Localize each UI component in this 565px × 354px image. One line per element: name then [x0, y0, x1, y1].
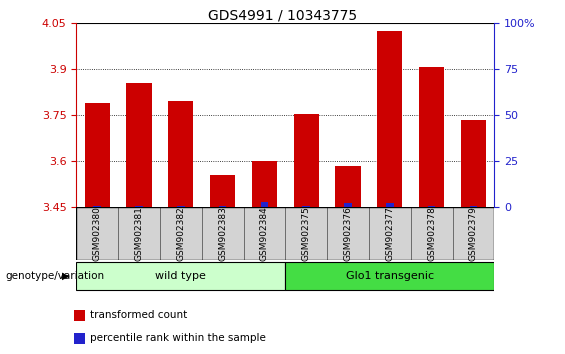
Text: GSM902381: GSM902381: [134, 206, 144, 261]
Bar: [428, 206, 436, 207]
Text: GSM902383: GSM902383: [218, 206, 227, 261]
Bar: [369, 207, 411, 260]
Text: GSM902380: GSM902380: [93, 206, 102, 261]
Text: GSM902375: GSM902375: [302, 206, 311, 261]
Bar: [377, 31, 402, 207]
Bar: [202, 207, 244, 260]
Bar: [386, 204, 394, 207]
Text: GSM902379: GSM902379: [469, 206, 478, 261]
Bar: [470, 206, 477, 207]
Text: wild type: wild type: [155, 271, 206, 281]
Bar: [85, 103, 110, 207]
Text: ▶: ▶: [62, 271, 69, 281]
Text: Glo1 transgenic: Glo1 transgenic: [346, 271, 434, 281]
Bar: [260, 201, 268, 207]
Bar: [294, 114, 319, 207]
Bar: [135, 206, 143, 207]
Bar: [210, 175, 235, 207]
Bar: [76, 207, 118, 260]
Bar: [219, 206, 227, 207]
Bar: [285, 262, 494, 290]
Text: GSM902378: GSM902378: [427, 206, 436, 261]
Bar: [419, 68, 444, 207]
Bar: [168, 101, 193, 207]
Bar: [336, 166, 360, 207]
Bar: [252, 161, 277, 207]
Bar: [453, 207, 494, 260]
Bar: [177, 206, 185, 207]
Bar: [76, 262, 285, 290]
Text: GSM902377: GSM902377: [385, 206, 394, 261]
Text: GSM902384: GSM902384: [260, 206, 269, 261]
Bar: [74, 310, 85, 321]
Text: GDS4991 / 10343775: GDS4991 / 10343775: [208, 9, 357, 23]
Bar: [327, 207, 369, 260]
Bar: [160, 207, 202, 260]
Bar: [461, 120, 486, 207]
Bar: [244, 207, 285, 260]
Text: GSM902376: GSM902376: [344, 206, 353, 261]
Bar: [93, 206, 101, 207]
Bar: [411, 207, 453, 260]
Bar: [74, 333, 85, 343]
Bar: [118, 207, 160, 260]
Bar: [127, 83, 151, 207]
Bar: [285, 207, 327, 260]
Text: percentile rank within the sample: percentile rank within the sample: [90, 333, 266, 343]
Text: genotype/variation: genotype/variation: [6, 271, 105, 281]
Bar: [344, 204, 352, 207]
Text: GSM902382: GSM902382: [176, 206, 185, 261]
Text: transformed count: transformed count: [90, 310, 187, 320]
Bar: [302, 206, 310, 207]
